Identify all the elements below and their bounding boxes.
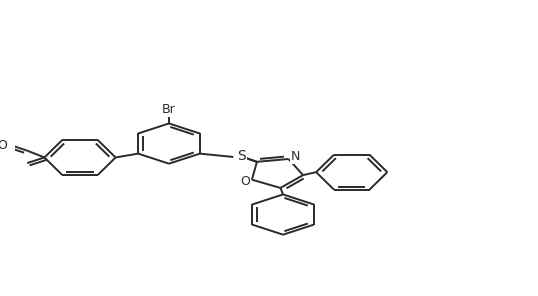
Text: O: O: [240, 175, 250, 188]
Text: O: O: [0, 139, 8, 152]
Text: N: N: [291, 150, 300, 163]
Text: S: S: [237, 149, 246, 163]
Text: Br: Br: [162, 103, 176, 116]
